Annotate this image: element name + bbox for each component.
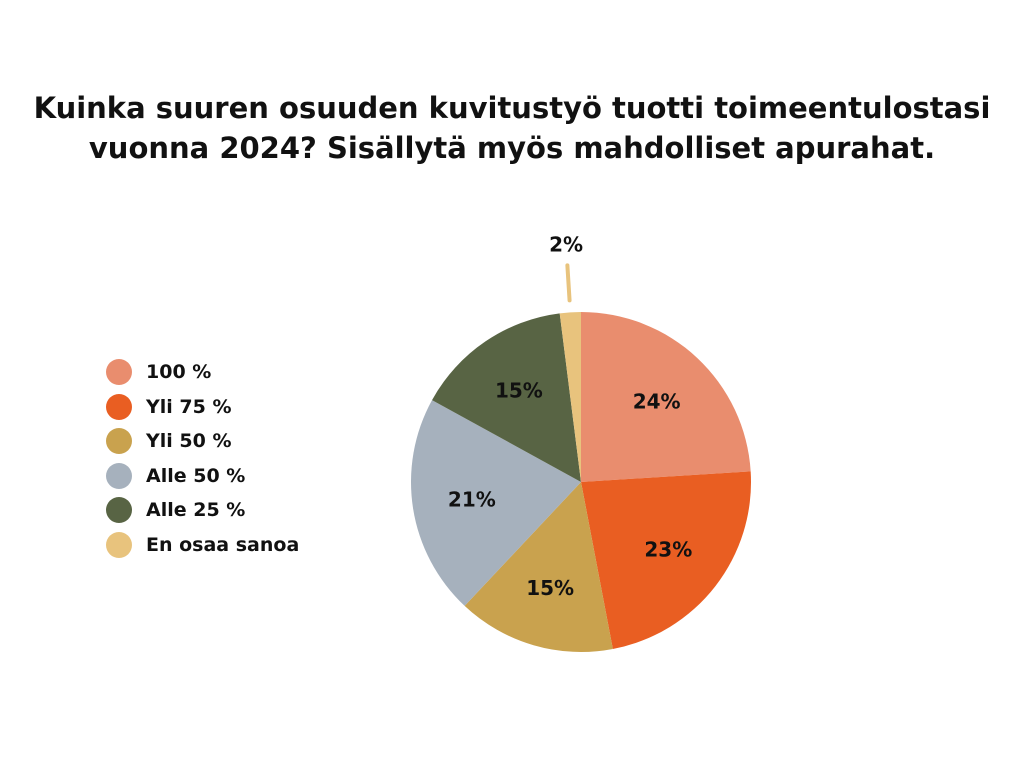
pie-slice-100 — [581, 312, 751, 482]
pie-label-alle-25: 15% — [495, 379, 543, 403]
legend-item-yli-50: Yli 50 % — [106, 424, 299, 459]
pie-leader-line-en-osaa-sanoa — [565, 263, 572, 303]
chart-legend: 100 % Yli 75 % Yli 50 % Alle 50 % Alle 2… — [106, 355, 299, 562]
legend-item-100: 100 % — [106, 355, 299, 390]
pie-slice-en-osaa-sanoa — [559, 312, 581, 482]
legend-label-100: 100 % — [146, 361, 212, 384]
legend-label-alle-50: Alle 50 % — [146, 464, 246, 487]
pie-label-yli-50: 15% — [526, 576, 574, 600]
pie-slice-alle-50 — [410, 400, 581, 606]
pie-slice-yli-50 — [464, 482, 613, 652]
chart-title: Kuinka suuren osuuden kuvitustyö tuotti … — [0, 88, 1024, 168]
pie-slice-alle-25 — [432, 313, 581, 482]
pie-slice-yli-75 — [581, 471, 751, 649]
legend-swatch-100 — [106, 359, 132, 386]
legend-swatch-alle-50 — [106, 462, 132, 489]
pie-label-100: 24% — [633, 389, 681, 413]
chart-title-line-1: Kuinka suuren osuuden kuvitustyö tuotti … — [33, 91, 991, 125]
pie-label-alle-50: 21% — [448, 487, 496, 511]
legend-swatch-yli-75 — [106, 393, 132, 420]
legend-label-yli-50: Yli 50 % — [146, 430, 232, 453]
chart-title-line-2: vuonna 2024? Sisällytä myös mahdolliset … — [88, 131, 936, 165]
legend-item-alle-25: Alle 25 % — [106, 493, 299, 528]
legend-swatch-en-osaa-sanoa — [106, 531, 132, 558]
legend-item-alle-50: Alle 50 % — [106, 459, 299, 494]
legend-label-alle-25: Alle 25 % — [146, 499, 246, 522]
legend-item-en-osaa-sanoa: En osaa sanoa — [106, 528, 299, 563]
legend-label-en-osaa-sanoa: En osaa sanoa — [146, 533, 300, 556]
legend-swatch-yli-50 — [106, 428, 132, 455]
legend-swatch-alle-25 — [106, 497, 132, 524]
pie-label-yli-75: 23% — [644, 538, 692, 562]
pie-label-en-osaa-sanoa: 2% — [549, 232, 583, 256]
legend-label-yli-75: Yli 75 % — [146, 395, 232, 418]
legend-item-yli-75: Yli 75 % — [106, 390, 299, 425]
